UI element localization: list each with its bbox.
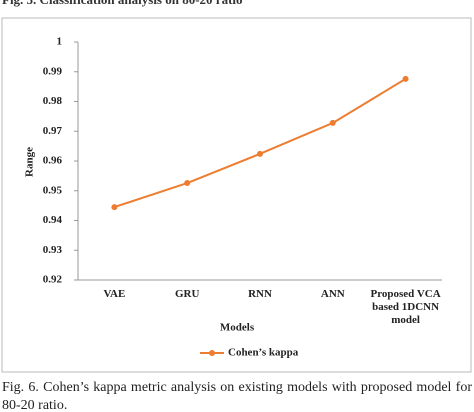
- marker: [184, 180, 191, 187]
- y-tick-label: 0.97: [43, 125, 63, 137]
- x-axis-title: Models: [220, 322, 255, 334]
- y-tick-label: 0.96: [43, 155, 63, 167]
- y-tick-label: 0.94: [43, 214, 63, 226]
- legend-label: Cohen’s kappa: [228, 347, 299, 359]
- chart-frame: [1, 17, 472, 373]
- y-tick-label: 0.93: [43, 244, 63, 256]
- y-tick-label: 0.98: [43, 95, 63, 107]
- caption: Fig. 6. Cohen’s kappa metric analysis on…: [2, 380, 472, 412]
- x-tick-label: GRU: [174, 288, 200, 300]
- marker: [402, 75, 409, 82]
- marker: [257, 150, 263, 157]
- y-tick-label: 1: [57, 36, 63, 48]
- legend-marker: [209, 350, 215, 356]
- y-tick-label: 0.99: [43, 65, 63, 77]
- x-tick-label: ANN: [320, 288, 345, 300]
- y-axis-title: Range: [24, 147, 36, 177]
- y-tick-label: 0.92: [43, 274, 63, 286]
- x-tick-label: VAE: [103, 288, 126, 300]
- marker: [329, 119, 336, 126]
- header-text: Fig. 5. Classification analysis on 80-20…: [2, 0, 243, 8]
- x-tick-label: Proposed VCA based 1DCNN model: [370, 288, 441, 326]
- x-tick-label: RNN: [248, 288, 272, 300]
- marker: [111, 204, 118, 211]
- y-tick-label: 0.95: [43, 184, 63, 196]
